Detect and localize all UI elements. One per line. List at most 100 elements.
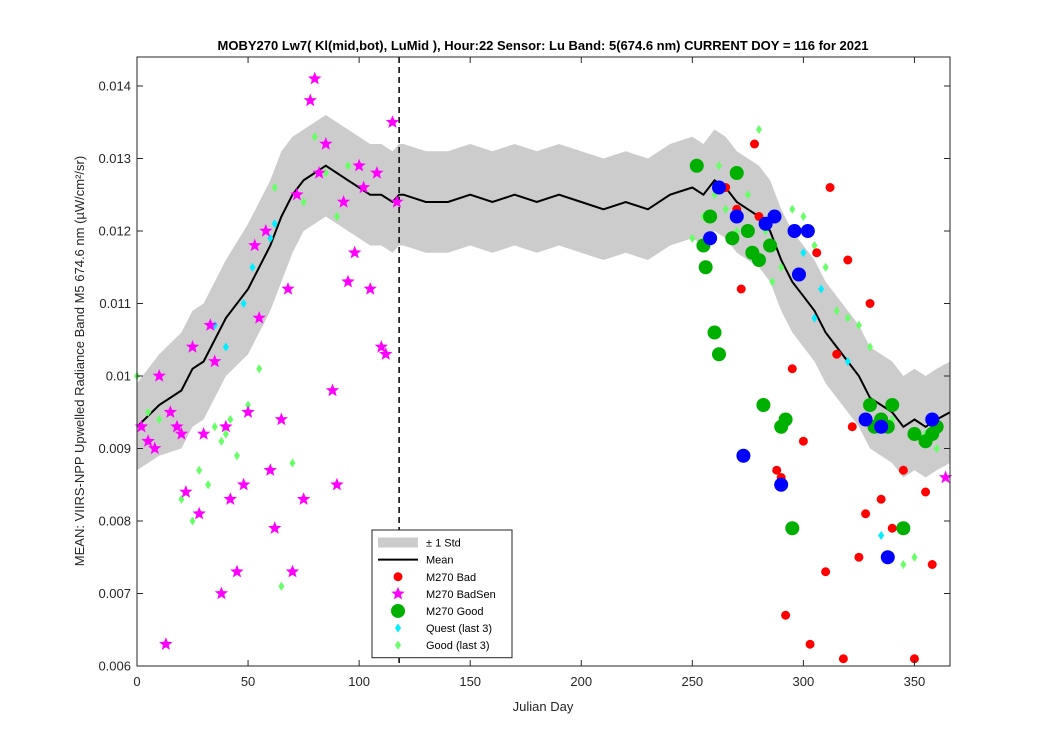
y-tick-label: 0.007 xyxy=(98,586,131,601)
legend-label-goodlast: Good (last 3) xyxy=(426,640,490,652)
badsen-point xyxy=(938,470,953,484)
bad-point xyxy=(865,299,875,308)
badsen-point xyxy=(274,412,288,426)
goodlast-point xyxy=(778,262,785,272)
goodlast-point xyxy=(205,480,212,490)
legend-swatch-badsen xyxy=(391,586,405,600)
good-point xyxy=(698,260,713,275)
good-point xyxy=(707,325,722,340)
good_blue-point xyxy=(800,224,815,238)
goodlast-point xyxy=(822,262,829,272)
x-tick-label: 350 xyxy=(904,674,926,689)
badsen-point xyxy=(312,166,326,179)
legend-label-mean: Mean xyxy=(426,555,454,567)
badsen-point xyxy=(352,158,366,172)
bad-point xyxy=(805,639,815,649)
good-point xyxy=(863,398,878,412)
good_blue-point xyxy=(767,209,782,224)
goodlast-point xyxy=(289,458,296,468)
x-tick-label: 250 xyxy=(681,674,703,689)
legend-swatch-good xyxy=(391,603,405,618)
bad-point xyxy=(812,248,822,258)
good-point xyxy=(740,224,755,238)
badsen-point xyxy=(356,180,371,194)
good_blue-point xyxy=(703,231,718,246)
badsen-point xyxy=(237,477,251,491)
badsen-point xyxy=(148,441,162,455)
good-point xyxy=(689,158,704,173)
good-point xyxy=(885,398,900,412)
good-point xyxy=(703,209,718,224)
y-tick-label: 0.009 xyxy=(98,441,131,456)
good_blue-point xyxy=(858,412,873,427)
good_blue-point xyxy=(729,209,744,224)
badsen-point xyxy=(248,238,262,252)
badsen-point xyxy=(141,434,155,447)
quest-point xyxy=(240,299,247,308)
x-tick-label: 0 xyxy=(133,674,140,689)
goodlast-point xyxy=(722,204,729,214)
goodlast-point xyxy=(156,415,163,424)
badsen-point xyxy=(285,564,300,578)
y-tick-label: 0.01 xyxy=(106,369,131,384)
badsen-point xyxy=(163,405,177,418)
goodlast-point xyxy=(245,400,252,410)
good-point xyxy=(778,412,793,427)
goodlast-point xyxy=(145,407,152,417)
goodlast-point xyxy=(256,364,263,374)
goodlast-point xyxy=(744,190,751,200)
quest-point xyxy=(818,284,825,294)
badsen-point xyxy=(390,195,404,208)
x-axis: 0 50 100 150 200 250 300 350 xyxy=(133,57,925,689)
bad-point xyxy=(887,523,897,533)
points-layer xyxy=(134,71,953,664)
bad-point xyxy=(838,654,848,664)
good_blue-point xyxy=(874,419,889,434)
goodlast-point xyxy=(300,197,307,207)
badsen-point xyxy=(296,492,311,505)
goodlast-point xyxy=(227,415,234,424)
badsen-point xyxy=(259,224,273,237)
badsen-point xyxy=(379,347,393,360)
x-tick-label: 300 xyxy=(793,674,815,689)
badsen-point xyxy=(303,93,317,107)
good_blue-point xyxy=(925,412,940,427)
good-point xyxy=(711,347,726,362)
goodlast-point xyxy=(844,313,851,323)
x-tick-label: 200 xyxy=(570,674,592,689)
bad-point xyxy=(821,567,831,577)
good-point xyxy=(729,166,744,180)
good_blue-point xyxy=(791,267,806,282)
good-point xyxy=(756,398,771,412)
good-point xyxy=(763,238,778,253)
bad-point xyxy=(736,284,746,294)
quest-point xyxy=(844,357,851,366)
bad-point xyxy=(854,552,864,562)
legend-swatch-std xyxy=(378,537,418,548)
goodlast-point xyxy=(911,552,918,562)
badsen-point xyxy=(174,427,189,440)
badsen-point xyxy=(203,318,217,331)
y-tick-label: 0.013 xyxy=(98,151,131,166)
goodlast-point xyxy=(189,516,196,526)
quest-point xyxy=(267,233,274,243)
goodlast-point xyxy=(789,204,796,214)
bad-point xyxy=(861,509,871,519)
bad-point xyxy=(927,560,937,569)
x-axis-label: Julian Day xyxy=(513,699,574,714)
bad-point xyxy=(787,364,797,374)
goodlast-point xyxy=(218,436,225,446)
goodlast-point xyxy=(196,465,203,475)
badsen-point xyxy=(319,137,333,150)
good_blue-point xyxy=(711,180,726,195)
goodlast-point xyxy=(233,451,240,461)
badsen-point xyxy=(185,340,200,353)
badsen-point xyxy=(197,427,211,440)
x-tick-label: 50 xyxy=(241,674,255,689)
y-tick-label: 0.006 xyxy=(98,659,131,674)
quest-point xyxy=(800,248,807,258)
badsen-point xyxy=(370,166,384,179)
y-axis: 0.006 0.007 0.008 0.009 0.01 0.011 0.012 0.013 0… xyxy=(98,79,950,674)
bad-point xyxy=(825,183,835,192)
